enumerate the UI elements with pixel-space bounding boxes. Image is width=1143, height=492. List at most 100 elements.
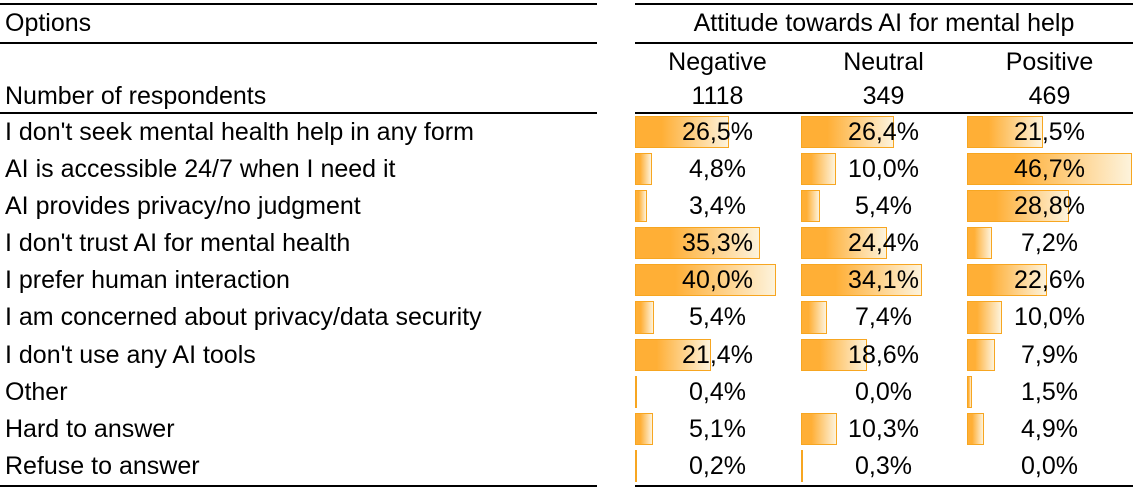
options-header: Options [5, 9, 92, 37]
data-bar [635, 449, 637, 482]
data-bar [967, 338, 995, 371]
value-cell: 26,4% [801, 114, 966, 151]
data-bar [801, 153, 837, 186]
value-text: 10,3% [848, 414, 919, 443]
data-bar [635, 190, 647, 223]
table-row: 40,0% 34,1% 22,6% [635, 262, 1133, 299]
header-rule-left [0, 42, 597, 44]
value-text: 10,0% [848, 155, 919, 184]
value-cell: 24,4% [801, 225, 966, 262]
data-bar [635, 301, 655, 334]
value-cell: 0,4% [635, 374, 800, 411]
data-bar [967, 301, 1003, 334]
value-text: 5,1% [689, 414, 746, 443]
value-text: 5,4% [855, 192, 912, 221]
value-text: 34,1% [848, 266, 919, 295]
data-bar [967, 375, 973, 408]
data-bar [967, 412, 985, 445]
option-label: AI is accessible 24/7 when I need it [5, 155, 396, 184]
data-bar [801, 449, 803, 482]
respondent-counts-row: 1118 349 469 [635, 80, 1133, 112]
data-bar [801, 264, 922, 297]
value-text: 7,2% [1021, 229, 1078, 258]
options-section: Options Number of respondents I don't se… [0, 3, 597, 487]
table-row: 35,3% 24,4% 7,2% [635, 225, 1133, 262]
value-text: 35,3% [682, 229, 753, 258]
data-bar [801, 227, 888, 260]
value-text: 3,4% [689, 192, 746, 221]
value-text: 7,4% [855, 303, 912, 332]
data-bar [801, 412, 838, 445]
value-cell: 21,4% [635, 337, 800, 374]
value-text: 4,8% [689, 155, 746, 184]
value-text: 46,7% [1014, 155, 1085, 184]
top-rule-right [635, 3, 1133, 5]
data-bar [801, 116, 895, 149]
value-cell: 4,8% [635, 151, 800, 188]
value-text: 22,6% [1014, 266, 1085, 295]
value-rows: 26,5% 26,4% 21,5% 4,8% 10,0% 46,7% 3,4% 5,4% 28,… [635, 114, 1133, 485]
respondent-count-negative: 1118 [691, 82, 744, 110]
table-row: 4,8% 10,0% 46,7% [635, 151, 1133, 188]
respondents-label: Number of respondents [5, 82, 267, 110]
value-text: 26,4% [848, 118, 919, 146]
value-text: 0,4% [689, 377, 746, 406]
option-label: Hard to answer [5, 414, 175, 443]
option-label: Other [5, 377, 68, 406]
value-cell: 1,5% [967, 374, 1132, 411]
option-label: I don't trust AI for mental health [5, 229, 351, 258]
column-header-positive: Positive [1005, 48, 1094, 76]
value-cell: 0,0% [801, 374, 966, 411]
data-bar [801, 301, 828, 334]
value-text: 4,9% [1021, 414, 1078, 443]
value-cell: 10,3% [801, 411, 966, 448]
value-cell: 40,0% [635, 262, 800, 299]
value-text: 0,0% [1021, 451, 1078, 480]
bottom-rule-right [635, 484, 1133, 487]
table-row: 0,4% 0,0% 1,5% [635, 374, 1133, 411]
value-text: 0,2% [689, 451, 746, 480]
value-cell: 5,4% [635, 299, 800, 336]
table-row: 3,4% 5,4% 28,8% [635, 188, 1133, 225]
respondent-count-positive: 469 [1028, 82, 1071, 110]
data-bar [801, 190, 821, 223]
value-text: 1,5% [1021, 377, 1078, 406]
data-bar [635, 412, 653, 445]
value-cell: 21,5% [967, 114, 1132, 151]
value-cell: 22,6% [967, 262, 1132, 299]
value-cell: 26,5% [635, 114, 800, 151]
respondent-count-neutral: 349 [862, 82, 905, 110]
column-headers-row: Negative Neutral Positive [635, 44, 1133, 80]
spacer-row [0, 44, 597, 80]
value-text: 24,4% [848, 229, 919, 258]
value-text: 18,6% [848, 340, 919, 369]
data-bar [635, 264, 777, 297]
top-rule-left [0, 3, 597, 5]
option-labels-list: I don't seek mental health help in any f… [0, 114, 597, 485]
table-row: 21,4% 18,6% 7,9% [635, 337, 1133, 374]
value-cell: 0,0% [967, 448, 1132, 485]
subheader-rule-left [0, 112, 597, 114]
value-text: 28,8% [1014, 192, 1085, 221]
table-row: 5,4% 7,4% 10,0% [635, 299, 1133, 336]
value-cell: 10,0% [967, 299, 1132, 336]
data-bar [635, 116, 729, 149]
attitude-title: Attitude towards AI for mental help [693, 9, 1075, 37]
value-text: 26,5% [682, 118, 753, 146]
value-cell: 3,4% [635, 188, 800, 225]
attitude-section: Attitude towards AI for mental help Nega… [635, 3, 1133, 487]
value-text: 7,9% [1021, 340, 1078, 369]
value-text: 0,0% [855, 377, 912, 406]
option-label: I prefer human interaction [5, 266, 290, 295]
value-cell: 34,1% [801, 262, 966, 299]
value-cell: 4,9% [967, 411, 1132, 448]
value-cell: 5,1% [635, 411, 800, 448]
value-cell: 7,4% [801, 299, 966, 336]
data-bar [801, 338, 867, 371]
value-cell: 10,0% [801, 151, 966, 188]
value-text: 0,3% [855, 451, 912, 480]
option-label: I am concerned about privacy/data securi… [5, 303, 482, 332]
table-row: 26,5% 26,4% 21,5% [635, 114, 1133, 151]
header-rule-right [635, 42, 1133, 44]
